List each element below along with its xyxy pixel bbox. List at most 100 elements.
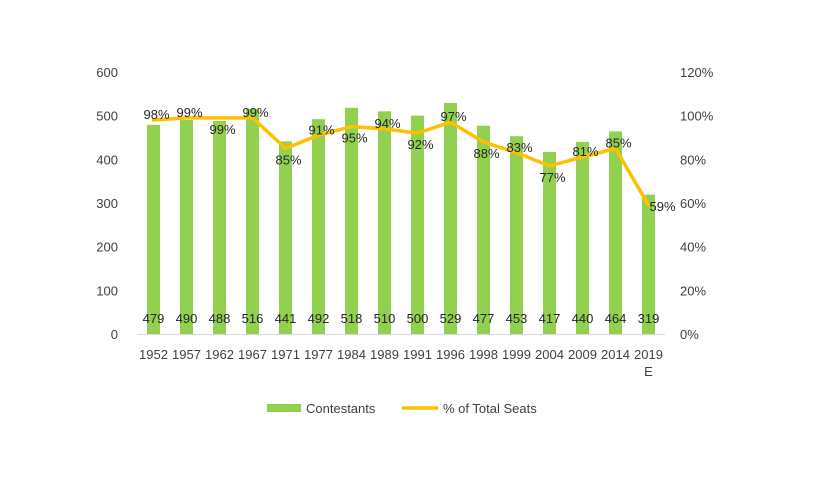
- legend: Contestants % of Total Seats: [267, 401, 537, 416]
- x-tick-label: 2014: [601, 347, 630, 362]
- bar-value-label: 464: [605, 311, 627, 326]
- bar-value-label: 516: [242, 311, 264, 326]
- bar-value-label: 453: [506, 311, 528, 326]
- bar-value-label: 500: [407, 311, 429, 326]
- bar-value-label: 488: [209, 311, 231, 326]
- percent-value-label: 95%: [341, 131, 367, 146]
- percent-point-1952: [152, 118, 155, 122]
- bar-2014: [609, 131, 622, 334]
- percent-point-2014: [614, 146, 617, 150]
- percent-point-1996: [449, 120, 452, 124]
- x-axis: 1952 1957 1962 1967 1971 1977 1984 1989 1991 1996…: [137, 334, 665, 379]
- percent-value-label: 77%: [539, 170, 565, 185]
- percent-point-1999: [515, 151, 518, 155]
- bar-2009: [576, 141, 589, 334]
- bar-value-label: 440: [572, 311, 594, 326]
- bar-1989: [378, 111, 391, 334]
- percent-line: [151, 116, 651, 207]
- left-tick-label: 400: [96, 152, 118, 167]
- bars-layer: [147, 103, 655, 335]
- x-tick-label: 1962: [205, 347, 234, 362]
- percent-point-2019: [647, 203, 650, 207]
- left-tick-label: 100: [96, 283, 118, 298]
- bar-value-label: 510: [374, 311, 396, 326]
- x-tick-label: 1984: [337, 347, 366, 362]
- percent-value-label: 85%: [275, 152, 301, 167]
- x-tick-label: 1989: [370, 347, 399, 362]
- x-tick-label: 1991: [403, 347, 432, 362]
- left-y-axis: 0 100 200 300 400 500 600: [96, 65, 118, 342]
- percent-value-label: 59%: [649, 199, 675, 214]
- bar-value-label: 417: [539, 311, 561, 326]
- percent-point-1957: [185, 116, 188, 120]
- x-tick-label: 1998: [469, 347, 498, 362]
- x-tick-label: 2009: [568, 347, 597, 362]
- left-tick-label: 300: [96, 196, 118, 211]
- bar-value-label: 319: [638, 311, 660, 326]
- percent-value-label: 94%: [374, 116, 400, 131]
- percent-value-label: 98%: [143, 107, 169, 122]
- percent-point-1989: [383, 127, 386, 131]
- bar-1999: [510, 136, 523, 334]
- percent-point-1967: [251, 116, 254, 120]
- x-tick-label: 1967: [238, 347, 267, 362]
- percent-value-label: 83%: [506, 140, 532, 155]
- percent-point-2009: [581, 155, 584, 159]
- x-tick-label: 1999: [502, 347, 531, 362]
- right-tick-label: 40%: [680, 240, 706, 255]
- bar-value-label: 479: [143, 311, 165, 326]
- left-tick-label: 600: [96, 65, 118, 80]
- percent-point-1971: [284, 146, 287, 150]
- percent-value-label: 99%: [209, 122, 235, 137]
- bar-1967: [246, 108, 259, 335]
- right-tick-label: 60%: [680, 196, 706, 211]
- bar-1998: [477, 125, 490, 335]
- x-tick-label: 2004: [535, 347, 564, 362]
- percent-value-label: 81%: [572, 144, 598, 159]
- bar-value-label: 529: [440, 311, 462, 326]
- right-y-axis: 0% 20% 40% 60% 80% 100% 120%: [680, 65, 714, 342]
- bar-1991: [411, 115, 424, 335]
- bar-1962: [213, 120, 226, 334]
- bar-1996: [444, 103, 457, 335]
- x-tick-label: 2019 E: [634, 347, 663, 379]
- bar-1984: [345, 107, 358, 334]
- percent-point-1977: [317, 133, 320, 137]
- x-tick-label: 1996: [436, 347, 465, 362]
- bar-2004: [543, 151, 556, 334]
- x-tick-label: 1977: [304, 347, 333, 362]
- x-tick-label: 1952: [139, 347, 168, 362]
- line-layer: [151, 116, 651, 207]
- bar-1957: [180, 120, 193, 335]
- right-tick-label: 120%: [680, 65, 714, 80]
- right-tick-label: 80%: [680, 152, 706, 167]
- percent-value-label: 92%: [407, 137, 433, 152]
- legend-swatch-contestants: [267, 404, 301, 412]
- left-tick-label: 500: [96, 109, 118, 124]
- x-tick-label: 1957: [172, 347, 201, 362]
- percent-value-label: 99%: [176, 105, 202, 120]
- percent-value-label: 99%: [242, 105, 268, 120]
- right-tick-label: 0%: [680, 327, 699, 342]
- legend-label-percent: % of Total Seats: [443, 401, 537, 416]
- percent-value-label: 91%: [308, 122, 334, 137]
- bar-value-label: 441: [275, 311, 297, 326]
- percent-point-1998: [482, 140, 485, 144]
- left-tick-label: 200: [96, 240, 118, 255]
- bar-value-label: 518: [341, 311, 363, 326]
- percent-value-label: 85%: [605, 135, 631, 150]
- percent-value-label: 88%: [473, 146, 499, 161]
- percent-point-1991: [416, 131, 419, 135]
- bar-1977: [312, 119, 325, 334]
- left-tick-label: 0: [111, 327, 118, 342]
- bar-value-label: 492: [308, 311, 330, 326]
- bar-1952: [147, 124, 160, 334]
- bar-1971: [279, 141, 292, 334]
- legend-label-contestants: Contestants: [306, 401, 376, 416]
- percent-point-1962: [218, 116, 221, 120]
- bar-value-label: 490: [176, 311, 198, 326]
- right-tick-label: 100%: [680, 109, 714, 124]
- percent-point-1984: [350, 125, 353, 129]
